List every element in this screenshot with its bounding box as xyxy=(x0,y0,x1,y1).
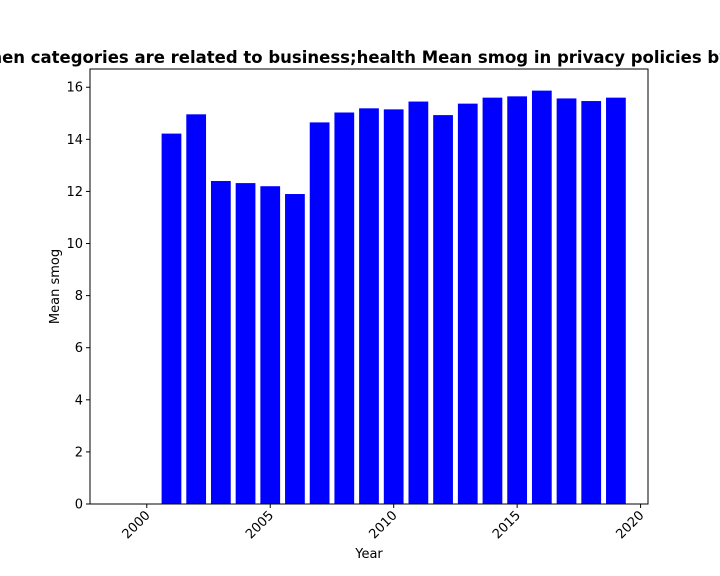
x-tick-label: 2020 xyxy=(613,508,647,542)
y-tick-label: 16 xyxy=(66,81,83,96)
bar-2019 xyxy=(606,97,626,505)
bar-2018 xyxy=(581,101,602,504)
bar-2009 xyxy=(359,108,379,504)
x-tick-label: 2015 xyxy=(490,508,524,542)
bar-2015 xyxy=(507,96,528,504)
x-tick-label: 2010 xyxy=(367,508,401,542)
bar-2014 xyxy=(482,97,503,505)
bar-2002 xyxy=(186,114,207,504)
bar-2005 xyxy=(260,186,281,504)
bar-2001 xyxy=(161,133,182,504)
y-tick-label: 4 xyxy=(75,393,83,408)
y-tick-label: 8 xyxy=(75,289,83,304)
bar-2017 xyxy=(556,98,577,505)
y-tick-label: 6 xyxy=(75,341,83,356)
y-axis: 0 2 4 6 8 10 12 14 16 xyxy=(66,81,90,513)
bar-series xyxy=(161,90,626,505)
bar-2006 xyxy=(285,194,305,504)
bar-2003 xyxy=(210,181,231,504)
bar-2013 xyxy=(457,103,478,504)
bar-2010 xyxy=(383,109,404,505)
y-axis-label: Mean smog xyxy=(48,249,63,324)
bar-2012 xyxy=(433,115,453,504)
y-tick-label: 2 xyxy=(75,445,83,460)
y-tick-label: 12 xyxy=(66,185,83,200)
bar-2004 xyxy=(235,183,256,504)
y-tick-label: 14 xyxy=(66,133,83,148)
bar-2008 xyxy=(334,112,355,504)
y-tick-label: 0 xyxy=(75,498,83,513)
x-axis: 2000 2005 2010 2015 2020 xyxy=(120,504,647,542)
chart-title: hen categories are related to business;h… xyxy=(0,48,720,67)
x-axis-label: Year xyxy=(354,547,383,562)
bar-2007 xyxy=(309,122,330,505)
x-tick-label: 2000 xyxy=(120,508,154,542)
x-tick-label: 2005 xyxy=(243,508,277,542)
plot-frame xyxy=(89,68,649,505)
bar-2011 xyxy=(408,101,429,504)
bar-2016 xyxy=(531,90,552,505)
y-tick-label: 10 xyxy=(66,237,83,252)
